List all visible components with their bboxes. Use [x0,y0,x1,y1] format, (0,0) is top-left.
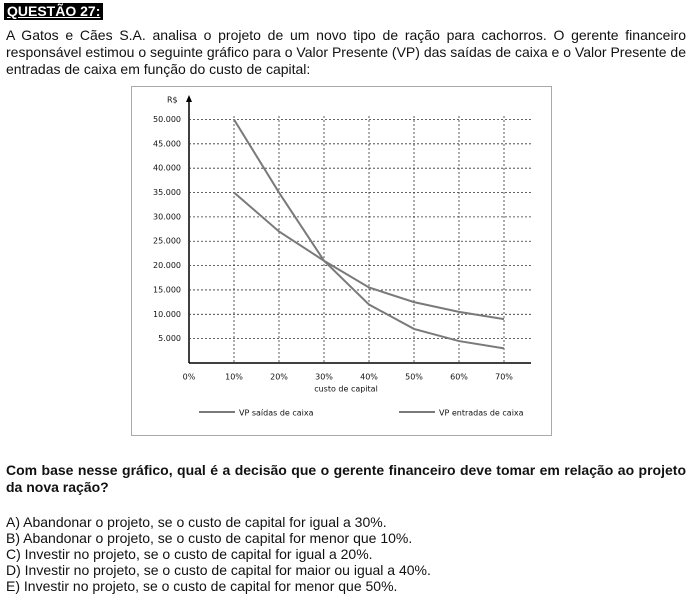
y-tick-label: 35.000 [153,188,181,197]
x-tick-label: 50% [405,373,423,382]
options: A) Abandonar o projeto, se o custo de ca… [6,514,431,594]
y-tick-label: 45.000 [153,139,181,148]
option: B) Abandonar o projeto, se o custo de ca… [6,530,413,546]
y-tick-label: 40.000 [153,164,181,173]
question-text: Com base nesse gráfico, qual é a decisão… [6,462,686,495]
option: C) Investir no projeto, se o custo de ca… [6,546,373,562]
x-axis-label: custo de capital [314,385,378,394]
x-tick-label: 20% [270,373,288,382]
legend-label: VP entradas de caixa [439,409,524,418]
series-line [233,191,505,321]
chart-frame [131,86,552,436]
option: E) Investir no projeto, se o custo de ca… [6,578,398,594]
x-tick-label: 70% [495,373,513,382]
x-tick-label: 60% [450,373,468,382]
question-title: QUESTÃO 27: [4,3,104,20]
x-tick-label: 30% [315,373,333,382]
y-axis-label: R$ [167,96,178,105]
y-tick-label: 20.000 [153,261,181,270]
legend-label: VP saídas de caixa [239,409,314,418]
option: A) Abandonar o projeto, se o custo de ca… [6,514,387,530]
y-tick-label: 10.000 [153,310,181,319]
x-tick-label: 0% [183,373,196,382]
y-tick-label: 5.000 [158,334,181,343]
option: D) Investir no projeto, se o custo de ca… [6,562,431,578]
y-tick-label: 15.000 [153,285,181,294]
y-axis-arrow [186,95,192,102]
chart: R$ custo de capital 5.000 10.000 15.000 20.… [131,86,552,436]
intro-text: A Gatos e Cães S.A. analisa o projeto de… [6,27,686,77]
y-tick-label: 30.000 [153,212,181,221]
series-line [233,118,505,350]
x-tick-label: 40% [360,373,378,382]
y-tick-label: 25.000 [153,237,181,246]
x-tick-label: 10% [225,373,243,382]
y-tick-label: 50.000 [153,115,181,124]
